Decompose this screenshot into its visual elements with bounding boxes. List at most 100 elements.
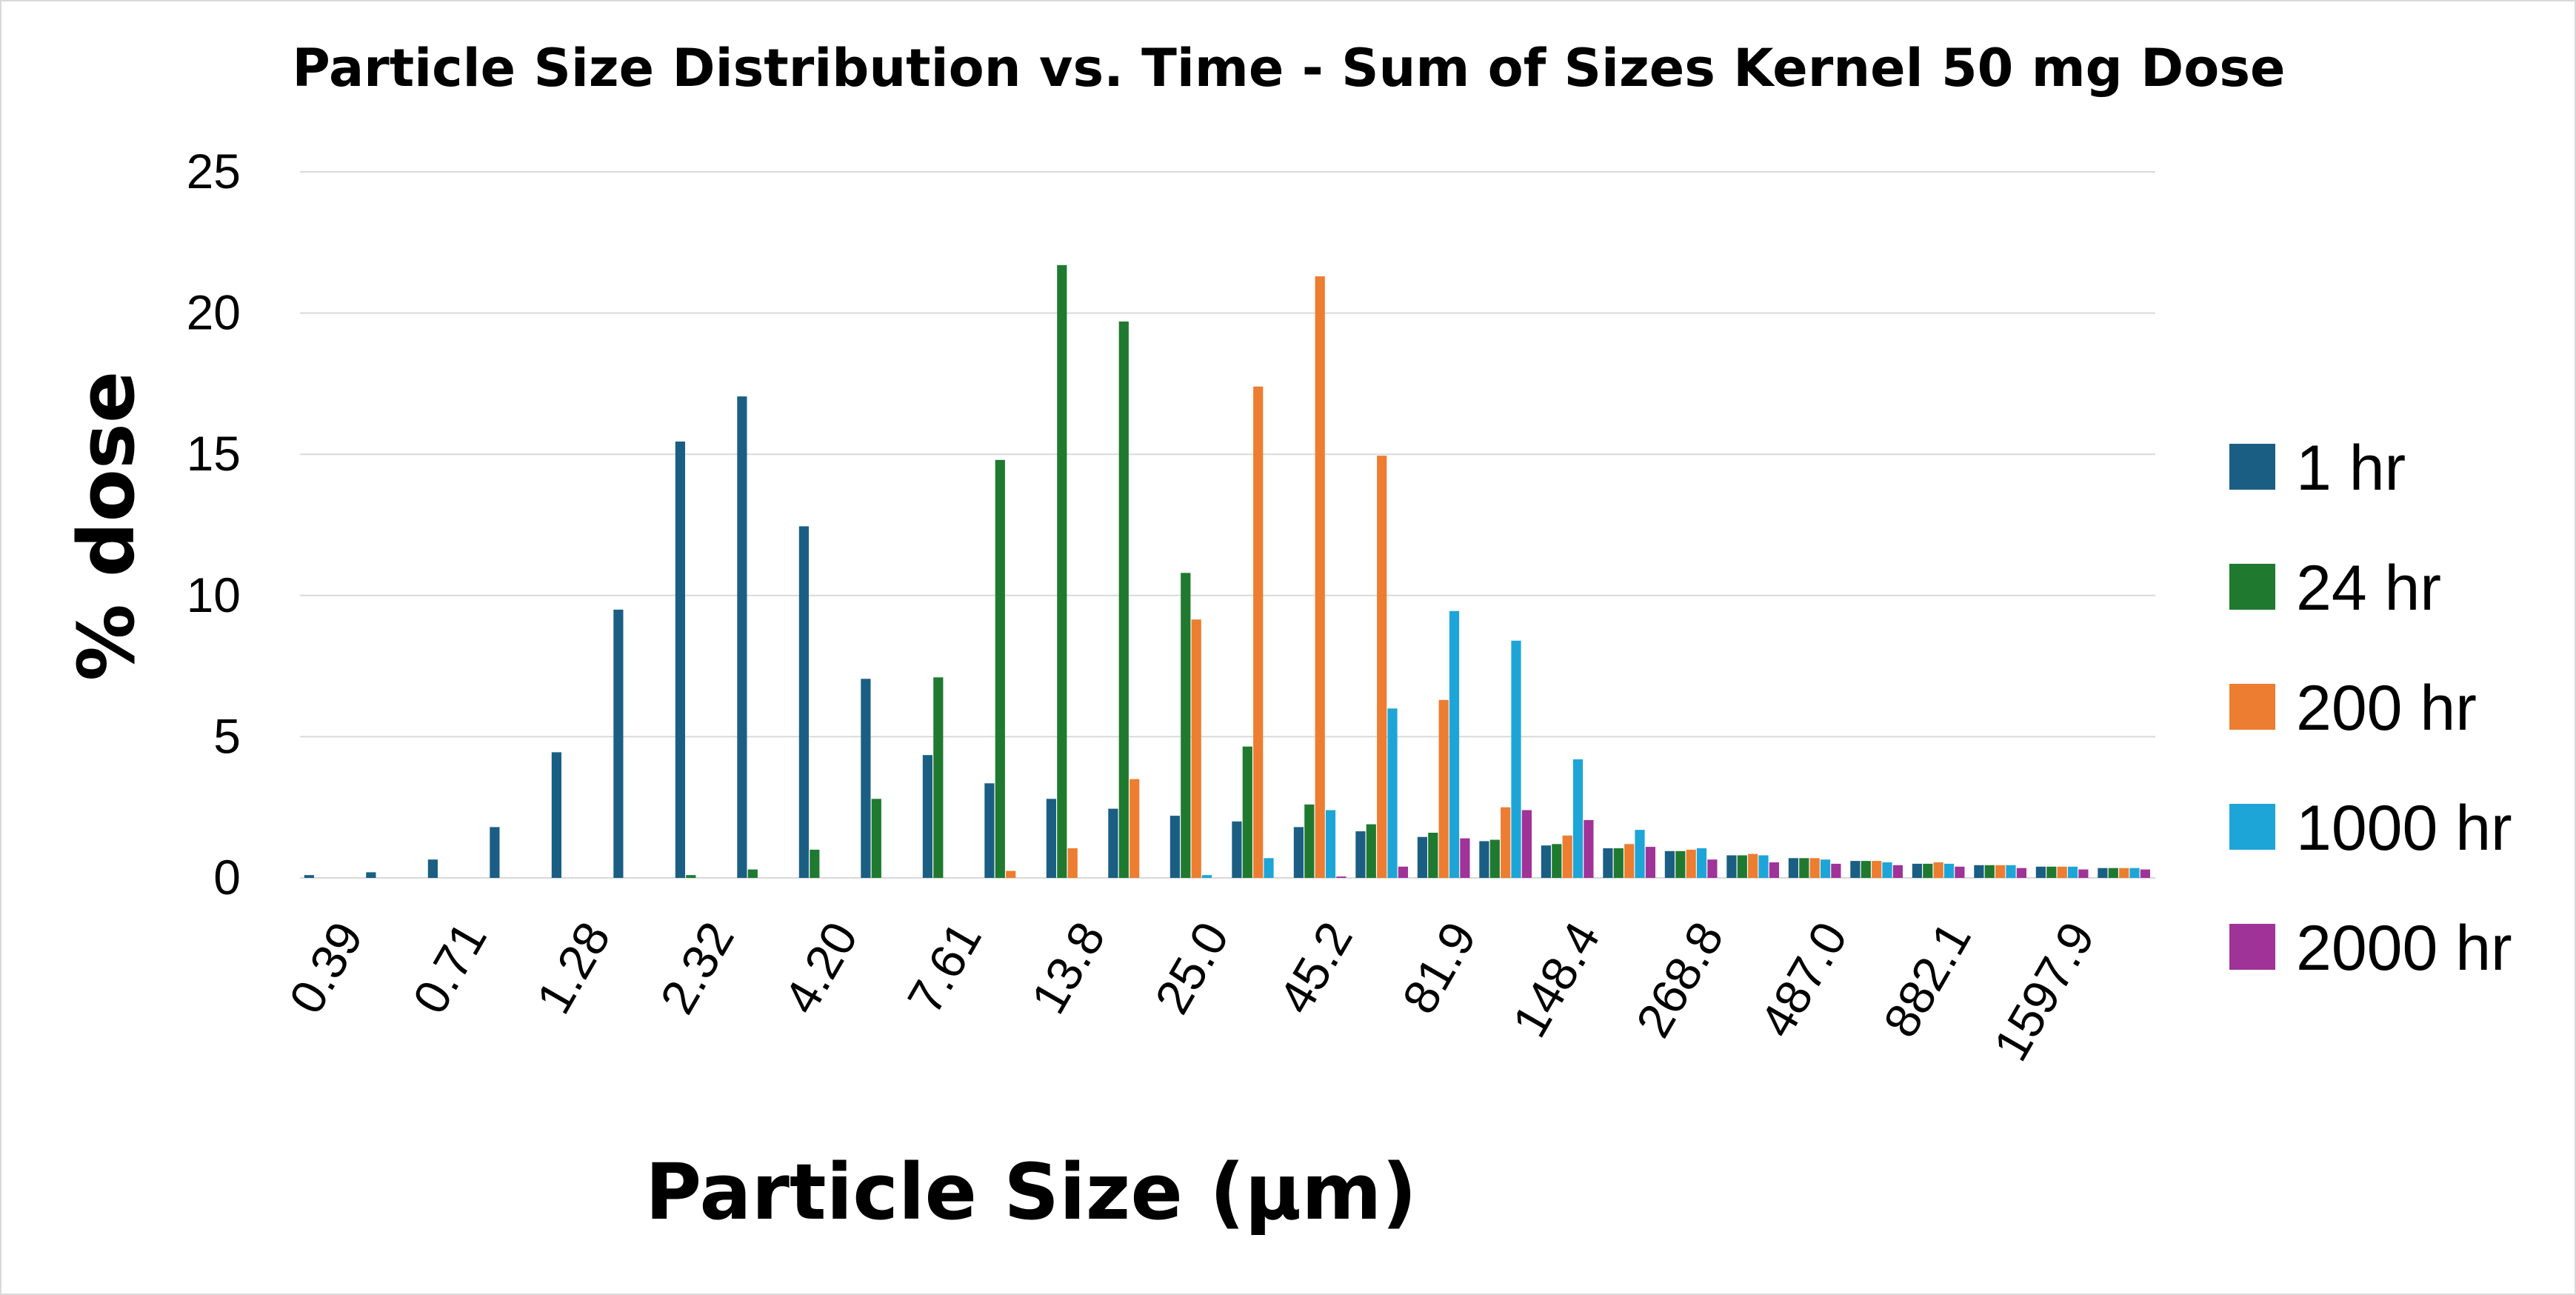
legend-label: 24 hr xyxy=(2296,553,2441,624)
bar xyxy=(1748,853,1758,878)
legend-label: 1 hr xyxy=(2296,433,2406,504)
gridlines xyxy=(300,171,2155,879)
legend-swatch xyxy=(2229,684,2275,730)
bar xyxy=(1831,863,1841,878)
bar xyxy=(1489,839,1500,878)
x-tick-label: 487.0 xyxy=(1749,913,1858,1046)
bar xyxy=(1067,848,1078,878)
x-tick-label: 1.28 xyxy=(526,913,621,1022)
y-tick-label: 5 xyxy=(213,708,241,763)
x-tick-label: 45.2 xyxy=(1268,913,1363,1022)
bar xyxy=(1366,824,1376,878)
bar xyxy=(1974,865,1984,878)
x-tick-label: 268.8 xyxy=(1625,913,1734,1046)
y-axis-title: % dose xyxy=(61,371,152,682)
bar xyxy=(1006,870,1016,878)
y-tick-label: 15 xyxy=(187,426,241,481)
y-tick-label: 25 xyxy=(187,144,241,199)
bar xyxy=(1057,264,1067,878)
bar xyxy=(1108,808,1118,878)
bar xyxy=(1984,865,1995,878)
bar xyxy=(1686,849,1696,878)
bar xyxy=(1521,810,1532,878)
bar xyxy=(1737,855,1747,878)
bar xyxy=(871,799,881,878)
bar xyxy=(551,752,561,878)
bar xyxy=(1438,699,1449,878)
bar xyxy=(1933,862,1943,878)
bar xyxy=(2067,866,2078,878)
bar xyxy=(2108,868,2118,878)
bar xyxy=(1664,850,1675,878)
x-tick-label: 7.61 xyxy=(897,913,992,1022)
bar xyxy=(1428,833,1438,878)
bar xyxy=(1377,456,1387,878)
bar xyxy=(366,872,376,878)
legend-swatch xyxy=(2229,444,2275,490)
x-tick-label: 0.71 xyxy=(402,913,497,1022)
bar xyxy=(1541,845,1551,878)
bar xyxy=(490,827,500,878)
bar xyxy=(1758,855,1769,878)
bar xyxy=(1118,322,1129,878)
bar xyxy=(1232,821,1242,878)
x-tick-label: 81.9 xyxy=(1392,913,1486,1022)
bar xyxy=(737,396,747,878)
bar xyxy=(1613,848,1624,878)
bar xyxy=(1315,276,1325,878)
bar xyxy=(1584,819,1594,878)
legend-label: 1000 hr xyxy=(2296,793,2512,864)
bar xyxy=(1129,779,1140,878)
x-tick-label: 25.0 xyxy=(1144,913,1239,1022)
bar xyxy=(1675,850,1686,878)
bar xyxy=(747,869,758,878)
bar xyxy=(861,679,871,878)
bar xyxy=(1820,859,1831,878)
bar xyxy=(1562,835,1572,878)
bar xyxy=(2006,865,2016,878)
legend-label: 200 hr xyxy=(2296,673,2477,744)
bar xyxy=(1769,862,1779,878)
bar xyxy=(1417,836,1427,878)
bar xyxy=(1501,807,1511,878)
bar xyxy=(1892,865,1903,878)
x-tick-label: 13.8 xyxy=(1021,913,1115,1022)
y-tick-label: 20 xyxy=(187,285,241,340)
bar xyxy=(995,459,1005,878)
bar xyxy=(798,526,809,878)
bar xyxy=(1912,863,1922,878)
bar xyxy=(1191,619,1201,878)
bar xyxy=(1552,844,1562,878)
bar xyxy=(1398,866,1408,878)
bar xyxy=(1242,746,1252,878)
bar xyxy=(810,849,820,878)
bar xyxy=(2098,868,2108,878)
bar xyxy=(1181,573,1191,878)
bar xyxy=(1336,876,1347,878)
bar xyxy=(1624,844,1635,878)
bar xyxy=(1046,799,1056,878)
legend: 1 hr 24 hr 200 hr 1000 hr 2000 hr xyxy=(2229,433,2512,984)
x-tick-label: 882.1 xyxy=(1872,913,1981,1046)
y-axis-ticks: 0 5 10 15 20 25 xyxy=(187,144,241,905)
bar xyxy=(2078,869,2089,878)
bar xyxy=(1882,862,1892,878)
bar xyxy=(686,875,696,878)
x-tick-label: 1597.9 xyxy=(1983,913,2105,1070)
bar xyxy=(933,677,944,878)
chart-title: Particle Size Distribution vs. Time - Su… xyxy=(293,38,2286,99)
bar xyxy=(1479,841,1489,878)
legend-swatch xyxy=(2229,564,2275,610)
bar xyxy=(1923,863,1933,878)
bar xyxy=(1809,858,1820,878)
bar xyxy=(1355,831,1366,878)
bar xyxy=(1460,838,1470,878)
bar xyxy=(1449,610,1460,878)
bar xyxy=(1696,848,1707,878)
y-tick-label: 10 xyxy=(187,567,241,622)
bar xyxy=(1293,827,1304,878)
bar xyxy=(1264,858,1274,878)
bar xyxy=(613,609,624,878)
bar xyxy=(1603,848,1613,878)
